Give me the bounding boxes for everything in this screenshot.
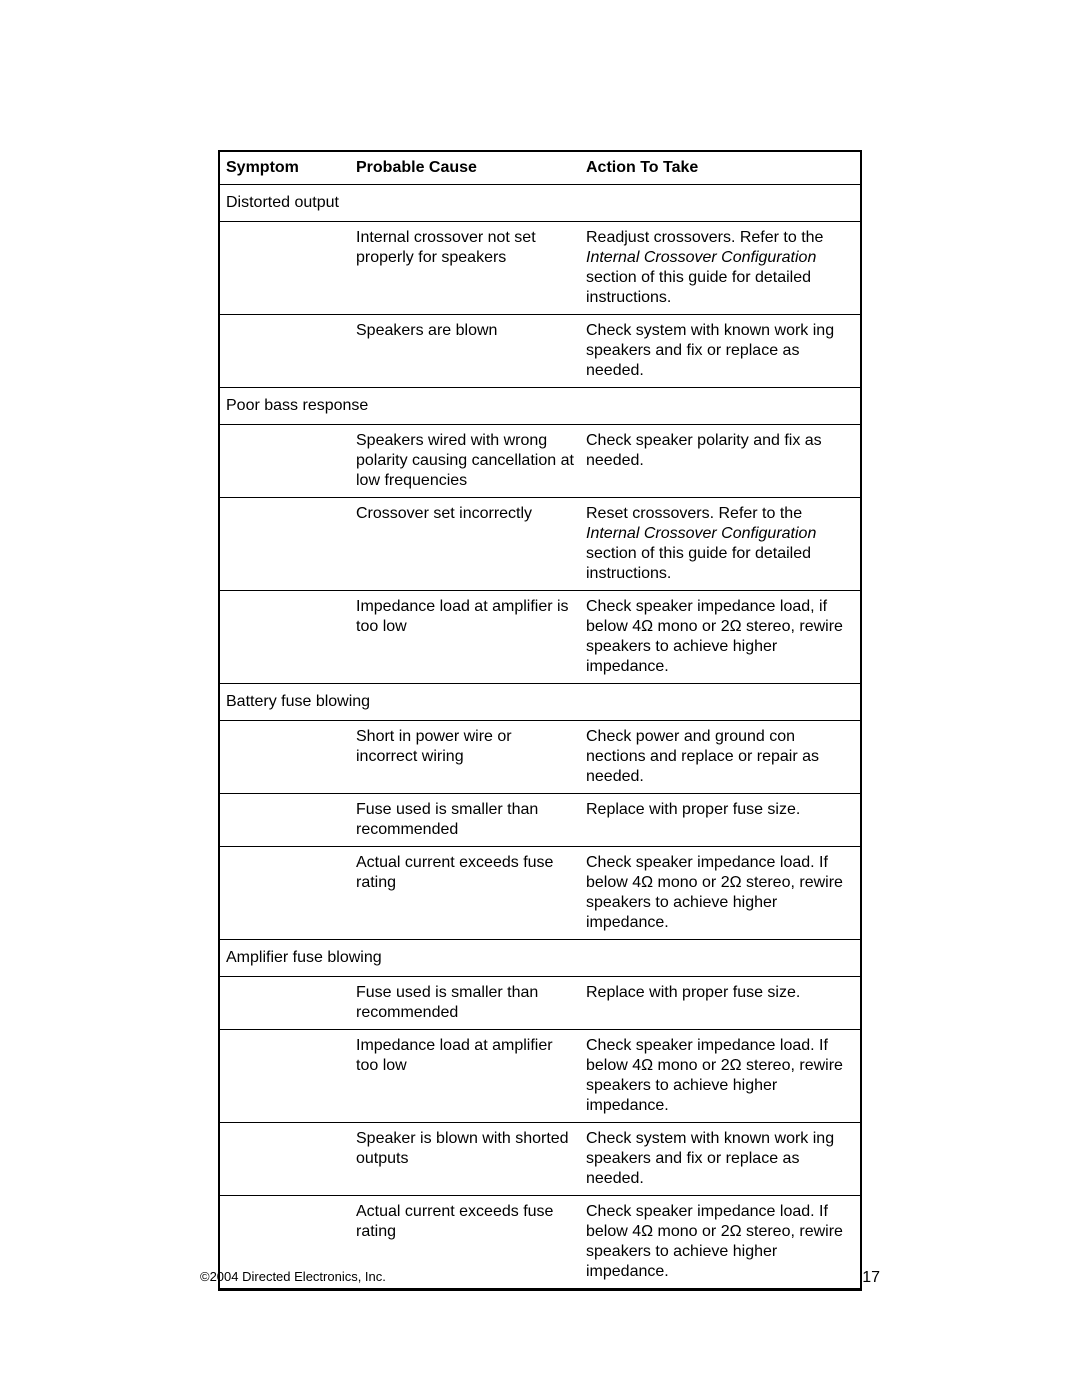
symptom-row: Battery fuse blowing — [220, 684, 860, 721]
page-number: 17 — [862, 1269, 880, 1287]
cause-cell: Impedance load at amplifier is too low — [350, 591, 580, 684]
action-cell: Replace with proper fuse size. — [580, 977, 860, 1030]
action-text: Check speaker polarity and fix as needed… — [586, 432, 822, 469]
action-text: Readjust crossovers. Refer to the — [586, 229, 823, 246]
table-row: Internal crossover not set properly for … — [220, 222, 860, 315]
symptom-blank-cell — [220, 425, 350, 498]
action-text: Replace with proper fuse size. — [586, 801, 800, 818]
action-cell: Check system with known work ing speaker… — [580, 315, 860, 388]
manual-page: Symptom Probable Cause Action To Take Di… — [0, 0, 1080, 1397]
action-text: Reset crossovers. Refer to the — [586, 505, 802, 522]
action-italic: Internal Crossover Configuration — [586, 249, 816, 266]
cause-cell: Speakers wired with wrong polarity causi… — [350, 425, 580, 498]
symptom-blank-cell — [220, 498, 350, 591]
symptom-cell: Amplifier fuse blowing — [220, 940, 860, 977]
table-body: Distorted outputInternal crossover not s… — [220, 185, 860, 1289]
action-italic: Internal Crossover Configuration — [586, 525, 816, 542]
action-cell: Check speaker impedance load, if below 4… — [580, 591, 860, 684]
symptom-blank-cell — [220, 315, 350, 388]
symptom-blank-cell — [220, 977, 350, 1030]
symptom-row: Poor bass response — [220, 388, 860, 425]
action-cell: Check speaker polarity and fix as needed… — [580, 425, 860, 498]
action-cell: Check speaker impedance load. If below 4… — [580, 847, 860, 940]
action-cell: Check power and ground con nections and … — [580, 721, 860, 794]
cause-cell: Internal crossover not set properly for … — [350, 222, 580, 315]
table-row: Fuse used is smaller than recommended Rep… — [220, 977, 860, 1030]
table-row: Crossover set incorrectlyReset crossover… — [220, 498, 860, 591]
cause-cell: Crossover set incorrectly — [350, 498, 580, 591]
action-text: Check speaker impedance load. If below 4… — [586, 854, 843, 931]
table-row: Fuse used is smaller than recommended Rep… — [220, 794, 860, 847]
symptom-cell: Battery fuse blowing — [220, 684, 860, 721]
action-text-post: section of this guide for detailed instr… — [586, 269, 811, 306]
symptom-blank-cell — [220, 1030, 350, 1123]
action-text: Check speaker impedance load. If below 4… — [586, 1037, 843, 1114]
table-row: Impedance load at amplifier is too lowCh… — [220, 591, 860, 684]
cause-cell: Actual current exceeds fuse rating — [350, 847, 580, 940]
action-cell: Check system with known work ing speaker… — [580, 1123, 860, 1196]
symptom-row: Amplifier fuse blowing — [220, 940, 860, 977]
cause-cell: Speakers are blown — [350, 315, 580, 388]
symptom-blank-cell — [220, 222, 350, 315]
symptom-row: Distorted output — [220, 185, 860, 222]
col-header-symptom: Symptom — [220, 152, 350, 185]
table-header-row: Symptom Probable Cause Action To Take — [220, 152, 860, 185]
action-cell: Reset crossovers. Refer to the Internal … — [580, 498, 860, 591]
table-row: Actual current exceeds fuse ratingCheck … — [220, 847, 860, 940]
symptom-blank-cell — [220, 847, 350, 940]
symptom-blank-cell — [220, 794, 350, 847]
table-row: Speakers are blownCheck system with know… — [220, 315, 860, 388]
action-cell: Check speaker impedance load. If below 4… — [580, 1030, 860, 1123]
action-text: Check system with known work ing speaker… — [586, 322, 834, 379]
troubleshooting-table: Symptom Probable Cause Action To Take Di… — [220, 152, 860, 1289]
symptom-blank-cell — [220, 721, 350, 794]
troubleshooting-table-wrap: Symptom Probable Cause Action To Take Di… — [218, 150, 862, 1291]
action-text: Check power and ground con nections and … — [586, 728, 819, 785]
cause-cell: Short in power wire or incorrect wiring — [350, 721, 580, 794]
action-text: Replace with proper fuse size. — [586, 984, 800, 1001]
table-row: Speaker is blown with shorted outputsChe… — [220, 1123, 860, 1196]
action-text-post: section of this guide for detailed instr… — [586, 545, 811, 582]
col-header-action: Action To Take — [580, 152, 860, 185]
table-row: Speakers wired with wrong polarity causi… — [220, 425, 860, 498]
action-cell: Replace with proper fuse size. — [580, 794, 860, 847]
page-footer: ©2004 Directed Electronics, Inc. 17 — [200, 1269, 880, 1287]
cause-cell: Speaker is blown with shorted outputs — [350, 1123, 580, 1196]
symptom-cell: Poor bass response — [220, 388, 860, 425]
copyright-text: ©2004 Directed Electronics, Inc. — [200, 1269, 386, 1287]
cause-cell: Fuse used is smaller than recommended — [350, 977, 580, 1030]
table-row: Impedance load at amplifier too lowCheck… — [220, 1030, 860, 1123]
symptom-cell: Distorted output — [220, 185, 860, 222]
col-header-cause: Probable Cause — [350, 152, 580, 185]
action-text: Check system with known work ing speaker… — [586, 1130, 834, 1187]
cause-cell: Impedance load at amplifier too low — [350, 1030, 580, 1123]
symptom-blank-cell — [220, 591, 350, 684]
cause-cell: Fuse used is smaller than recommended — [350, 794, 580, 847]
action-cell: Readjust crossovers. Refer to the Intern… — [580, 222, 860, 315]
action-text: Check speaker impedance load, if below 4… — [586, 598, 843, 675]
table-row: Short in power wire or incorrect wiringC… — [220, 721, 860, 794]
symptom-blank-cell — [220, 1123, 350, 1196]
